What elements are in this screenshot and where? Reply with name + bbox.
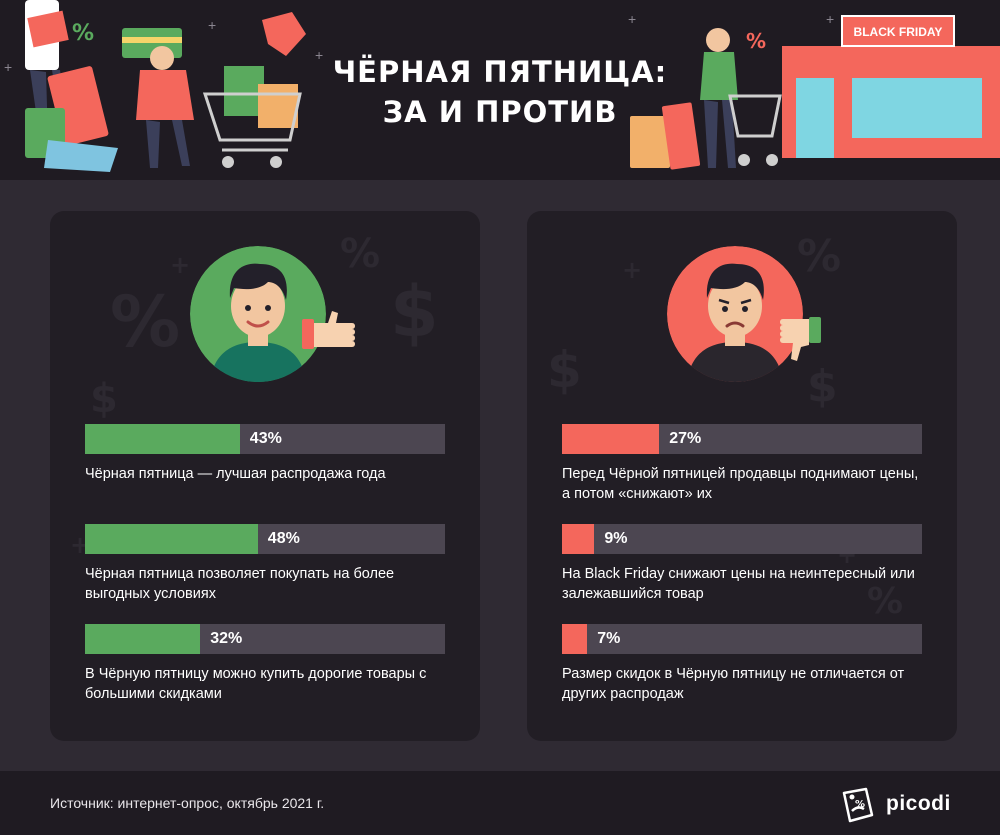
thumbs-down-icon xyxy=(780,317,821,361)
picodi-logo-icon: % xyxy=(842,787,874,823)
contra-bar-2: 9% На Black Friday снижают цены на неинт… xyxy=(562,524,922,604)
svg-text:%: % xyxy=(746,29,766,53)
plus-bg-icon: + xyxy=(170,251,191,279)
thumbs-up-icon xyxy=(302,311,355,349)
contra-bar-3: 7% Размер скидок в Чёрную пятницу не отл… xyxy=(562,624,922,704)
svg-text:+: + xyxy=(826,11,834,27)
pro-bar-3-track: 32% xyxy=(85,624,445,654)
pro-bar-3: 32% В Чёрную пятницу можно купить дороги… xyxy=(85,624,445,704)
plus-bg-icon: + xyxy=(622,256,643,284)
dollar-bg-icon: $ xyxy=(390,271,439,353)
pro-bar-2: 48% Чёрная пятница позволяет покупать на… xyxy=(85,524,445,604)
contra-bar-2-value: 9% xyxy=(604,530,628,547)
logo-text: picodi xyxy=(886,792,951,815)
contra-bar-3-track: 7% xyxy=(562,624,922,654)
contra-bar-1-track: 27% xyxy=(562,424,922,454)
svg-text:%: % xyxy=(855,799,865,810)
contra-bar-3-fill xyxy=(562,624,588,654)
contra-panel: % $ $ % + + 27% Перед Чёрной пятницей пр… xyxy=(527,211,957,741)
svg-text:%: % xyxy=(72,21,94,46)
contra-bar-1-label: Перед Чёрной пятницей продавцы поднимают… xyxy=(562,466,919,502)
store-illustration: % BLACK FRIDAY + + xyxy=(628,11,1000,170)
pro-bar-1-label: Чёрная пятница — лучшая распродажа года xyxy=(85,466,386,482)
contra-bar-3-value: 7% xyxy=(597,630,621,647)
contra-bar-3-label: Размер скидок в Чёрную пятницу не отлича… xyxy=(562,666,905,702)
pro-bar-1-value: 43% xyxy=(249,430,282,447)
contra-bar-1: 27% Перед Чёрной пятницей продавцы подни… xyxy=(562,424,922,504)
contra-bar-2-fill xyxy=(562,524,595,554)
percent-bg-icon: % xyxy=(110,281,181,363)
dollar-bg-icon-2: $ xyxy=(90,376,118,422)
contra-bar-1-fill xyxy=(562,424,660,454)
pro-bar-3-value: 32% xyxy=(210,630,243,647)
pro-bar-1: 43% Чёрная пятница — лучшая распродажа г… xyxy=(85,424,445,484)
percent-bg-icon-2: % xyxy=(340,231,381,277)
black-friday-sign: BLACK FRIDAY xyxy=(854,25,943,39)
dollar-bg-icon-2: $ xyxy=(807,361,838,412)
svg-text:+: + xyxy=(315,47,323,63)
contra-bar-2-track: 9% xyxy=(562,524,922,554)
pro-bar-1-fill xyxy=(85,424,240,454)
svg-text:+: + xyxy=(208,17,216,33)
pro-bar-2-fill xyxy=(85,524,258,554)
pro-bar-1-track: 43% xyxy=(85,424,445,454)
percent-bg-icon-2: % xyxy=(867,581,904,622)
happy-avatar xyxy=(190,246,326,382)
shoppers-illustration: % + + + xyxy=(4,0,323,172)
svg-text:+: + xyxy=(4,59,12,75)
source-note: Источник: интернет-опрос, октябрь 2021 г… xyxy=(50,795,325,811)
picodi-logo[interactable]: % picodi xyxy=(838,785,958,825)
pro-bar-3-fill xyxy=(85,624,201,654)
percent-bg-icon: % xyxy=(797,231,842,282)
pro-bar-3-label: В Чёрную пятницу можно купить дорогие то… xyxy=(85,666,427,702)
title-line-2: ЗА И ПРОТИВ xyxy=(382,95,618,129)
title-line-1: ЧЁРНАЯ ПЯТНИЦА: xyxy=(332,55,668,89)
pro-bar-2-track: 48% xyxy=(85,524,445,554)
contra-bar-2-label: На Black Friday снижают цены на неинтере… xyxy=(562,566,915,602)
footer: Источник: интернет-опрос, октябрь 2021 г… xyxy=(0,771,1000,835)
pro-bar-2-label: Чёрная пятница позволяет покупать на бол… xyxy=(85,566,395,602)
pro-panel: % $ % $ + + 43% Чёрная пятница — лучшая … xyxy=(50,211,480,741)
svg-text:+: + xyxy=(628,11,636,27)
pro-bar-2-value: 48% xyxy=(267,530,300,547)
header-banner: % + + + ЧЁРНАЯ ПЯТНИЦА: ЗА И ПРОТИВ % xyxy=(0,0,1000,180)
page-title: ЧЁРНАЯ ПЯТНИЦА: ЗА И ПРОТИВ xyxy=(300,52,700,132)
dollar-bg-icon: $ xyxy=(547,341,582,399)
contra-bar-1-value: 27% xyxy=(669,430,702,447)
sad-avatar xyxy=(667,246,803,382)
